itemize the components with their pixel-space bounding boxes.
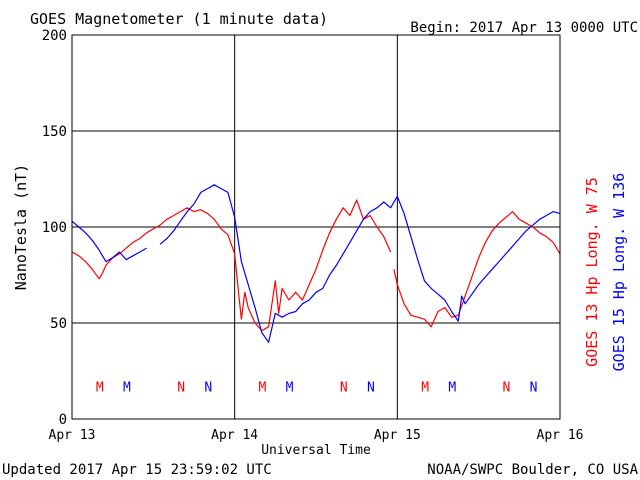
y-axis-ticks: 0 50 100 150 200 bbox=[42, 28, 67, 428]
x-axis-label: Universal Time bbox=[261, 443, 371, 458]
marker-label: M bbox=[123, 380, 131, 395]
y-axis-label: NanoTesla (nT) bbox=[12, 164, 30, 290]
legend: GOES 13 Hp Long. W 75 GOES 15 Hp Long. W … bbox=[583, 173, 628, 372]
y-tick-label: 0 bbox=[59, 412, 67, 428]
marker-label: N bbox=[530, 380, 538, 395]
x-tick-label: Apr 13 bbox=[49, 428, 96, 443]
y-tick-label: 100 bbox=[42, 220, 67, 236]
marker-label: M bbox=[421, 380, 429, 395]
goes13-series-line bbox=[71, 199, 392, 332]
marker-label: M bbox=[259, 380, 267, 395]
marker-label: M bbox=[286, 380, 294, 395]
legend-goes13: GOES 13 Hp Long. W 75 bbox=[583, 177, 601, 367]
marker-label: N bbox=[204, 380, 212, 395]
marker-label: N bbox=[367, 380, 375, 395]
y-tick-label: 200 bbox=[42, 28, 67, 44]
marker-label: N bbox=[503, 380, 511, 395]
x-tick-label: Apr 15 bbox=[374, 428, 421, 443]
grid bbox=[72, 35, 560, 419]
credit: NOAA/SWPC Boulder, CO USA bbox=[427, 462, 638, 478]
marker-label: M bbox=[448, 380, 456, 395]
x-tick-label: Apr 14 bbox=[211, 428, 258, 443]
x-tick-label: Apr 16 bbox=[537, 428, 584, 443]
goes13-series-line bbox=[393, 211, 561, 328]
marker-label: N bbox=[340, 380, 348, 395]
begin-time: Begin: 2017 Apr 13 0000 UTC bbox=[410, 20, 638, 36]
legend-goes15: GOES 15 Hp Long. W 136 bbox=[610, 173, 628, 372]
goes15-series-line bbox=[71, 220, 147, 263]
goes15-series-line bbox=[159, 184, 561, 343]
chart-title: GOES Magnetometer (1 minute data) bbox=[30, 10, 328, 28]
series-lines bbox=[71, 184, 561, 343]
y-tick-label: 150 bbox=[42, 124, 67, 140]
plot-frame bbox=[71, 34, 561, 420]
updated-time: Updated 2017 Apr 15 23:59:02 UTC bbox=[2, 462, 272, 478]
x-axis-ticks: Apr 13 Apr 14 Apr 15 Apr 16 bbox=[49, 428, 584, 443]
marker-label: N bbox=[177, 380, 185, 395]
y-tick-label: 50 bbox=[50, 316, 67, 332]
marker-label: M bbox=[96, 380, 104, 395]
